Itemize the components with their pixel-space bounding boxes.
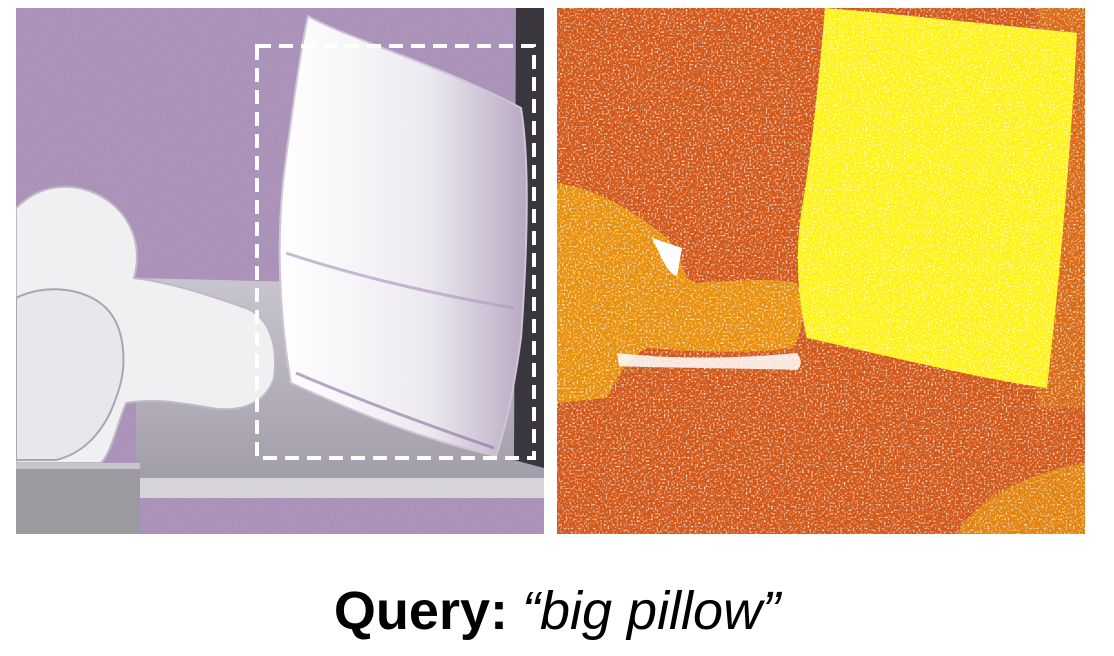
- query-caption: Query: “big pillow”: [0, 581, 1114, 641]
- grey-box: [16, 463, 140, 534]
- query-label: Query:: [333, 581, 508, 641]
- mesh-render-panel: [16, 8, 544, 534]
- point-cloud-panel: [557, 8, 1085, 534]
- point-cloud-heatmap: [557, 8, 1085, 534]
- mesh-render-image: [16, 8, 544, 534]
- big-pillow: [278, 14, 528, 458]
- dashed-bounding-box: [255, 44, 536, 460]
- query-text: “big pillow”: [521, 581, 781, 641]
